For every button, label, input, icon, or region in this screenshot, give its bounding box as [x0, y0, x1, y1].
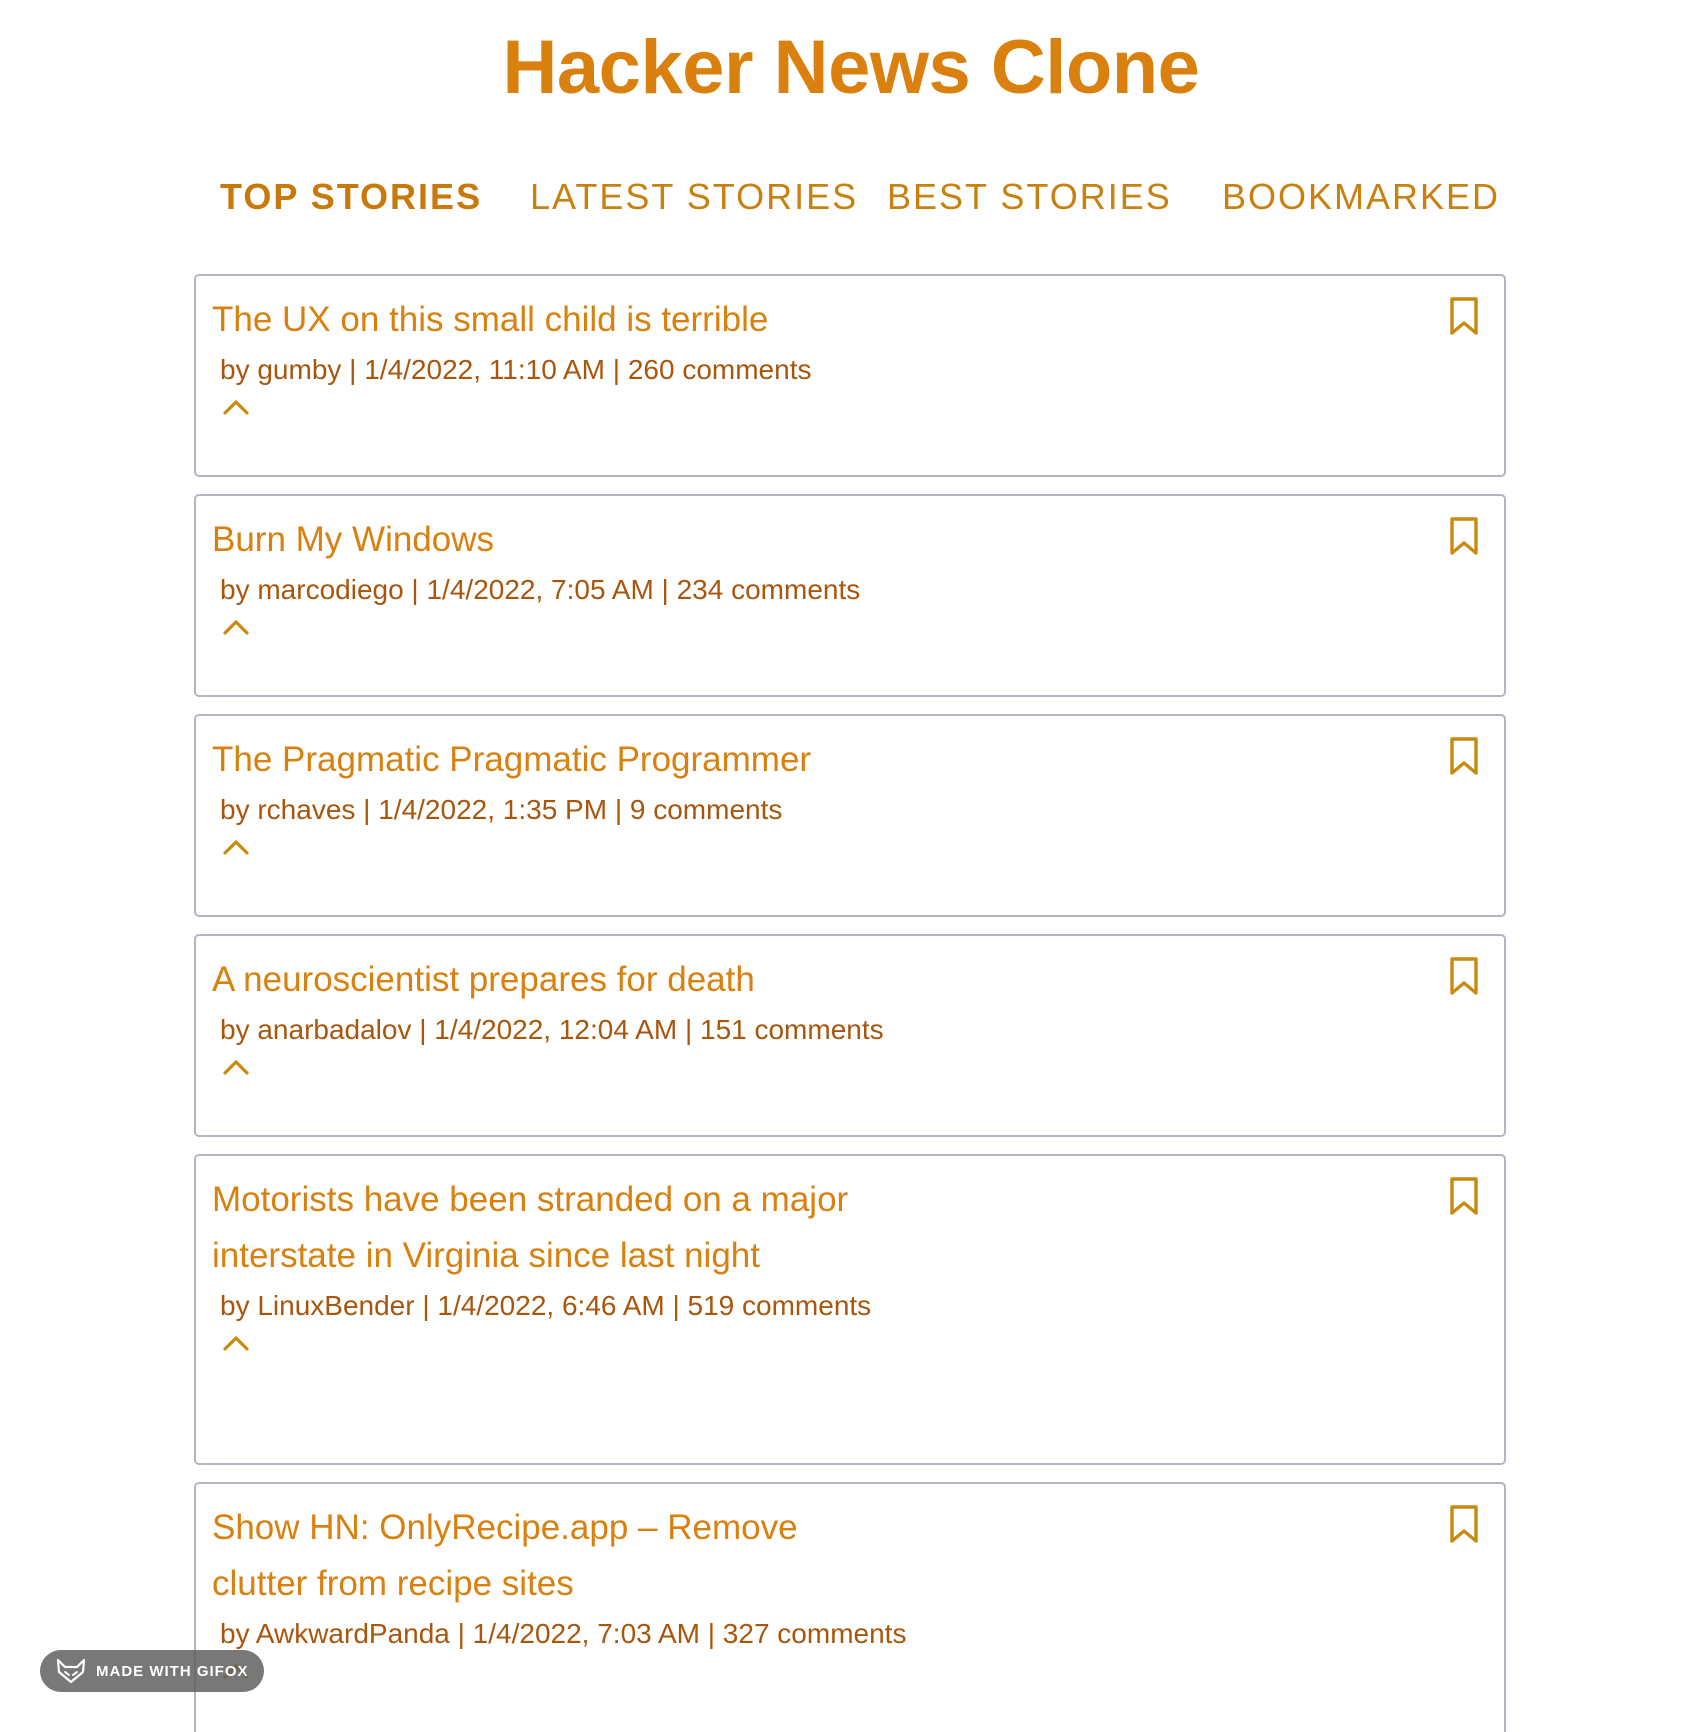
upvote-button[interactable]	[222, 618, 254, 644]
bookmark-icon	[1450, 1505, 1478, 1543]
fox-logo-icon	[56, 1658, 86, 1684]
story-card: A neuroscientist prepares for death by a…	[194, 934, 1506, 1137]
story-meta: by LinuxBender | 1/4/2022, 6:46 AM | 519…	[220, 1290, 872, 1321]
tab-top-stories[interactable]: TOP STORIES	[220, 176, 483, 217]
chevron-up-icon	[223, 1060, 249, 1075]
upvote-button[interactable]	[222, 398, 254, 424]
bookmark-button[interactable]	[1448, 1504, 1480, 1544]
upvote-button[interactable]	[222, 1334, 254, 1360]
bookmark-button[interactable]	[1448, 736, 1480, 776]
bookmark-icon	[1450, 297, 1478, 335]
bookmark-icon	[1450, 957, 1478, 995]
story-meta: by marcodiego | 1/4/2022, 7:05 AM | 234 …	[220, 574, 861, 605]
gifox-watermark-badge: MADE WITH GIFOX	[40, 1650, 264, 1692]
bookmark-button[interactable]	[1448, 956, 1480, 996]
bookmark-icon	[1450, 1177, 1478, 1215]
tab-bookmarked[interactable]: BOOKMARKED	[1222, 176, 1501, 217]
tab-latest-stories[interactable]: LATEST STORIES	[530, 176, 859, 217]
story-card: The Pragmatic Pragmatic Programmer by rc…	[194, 714, 1506, 917]
story-card: Motorists have been stranded on a major …	[194, 1154, 1506, 1465]
story-title-link[interactable]: Motorists have been stranded on a major …	[212, 1180, 849, 1275]
story-meta: by gumby | 1/4/2022, 11:10 AM | 260 comm…	[220, 354, 812, 385]
chevron-up-icon	[223, 1336, 249, 1351]
story-title-link[interactable]: A neuroscientist prepares for death	[212, 960, 755, 999]
bookmark-icon	[1450, 737, 1478, 775]
bookmark-button[interactable]	[1448, 296, 1480, 336]
bookmark-button[interactable]	[1448, 1176, 1480, 1216]
story-meta: by AwkwardPanda | 1/4/2022, 7:03 AM | 32…	[220, 1618, 907, 1649]
chevron-up-icon	[223, 620, 249, 635]
gifox-label: MADE WITH GIFOX	[96, 1662, 249, 1680]
story-card: The UX on this small child is terrible b…	[194, 274, 1506, 477]
story-list: The UX on this small child is terrible b…	[194, 274, 1506, 1732]
story-card: Show HN: OnlyRecipe.app – Remove clutter…	[194, 1482, 1506, 1732]
story-meta: by anarbadalov | 1/4/2022, 12:04 AM | 15…	[220, 1014, 884, 1045]
story-card: Burn My Windows by marcodiego | 1/4/2022…	[194, 494, 1506, 697]
tab-best-stories[interactable]: BEST STORIES	[887, 176, 1172, 217]
chevron-up-icon	[223, 840, 249, 855]
story-title-link[interactable]: Burn My Windows	[212, 520, 495, 559]
bookmark-button[interactable]	[1448, 516, 1480, 556]
story-title-link[interactable]: The UX on this small child is terrible	[212, 300, 769, 339]
story-title-link[interactable]: The Pragmatic Pragmatic Programmer	[212, 740, 812, 779]
story-tabs: TOP STORIES LATEST STORIES BEST STORIES …	[0, 176, 1702, 226]
upvote-button[interactable]	[222, 1058, 254, 1084]
chevron-up-icon	[223, 400, 249, 415]
story-title-link[interactable]: Show HN: OnlyRecipe.app – Remove clutter…	[212, 1508, 798, 1603]
page-title: Hacker News Clone	[502, 25, 1200, 110]
bookmark-icon	[1450, 517, 1478, 555]
story-meta: by rchaves | 1/4/2022, 1:35 PM | 9 comme…	[220, 794, 783, 825]
upvote-button[interactable]	[222, 838, 254, 864]
